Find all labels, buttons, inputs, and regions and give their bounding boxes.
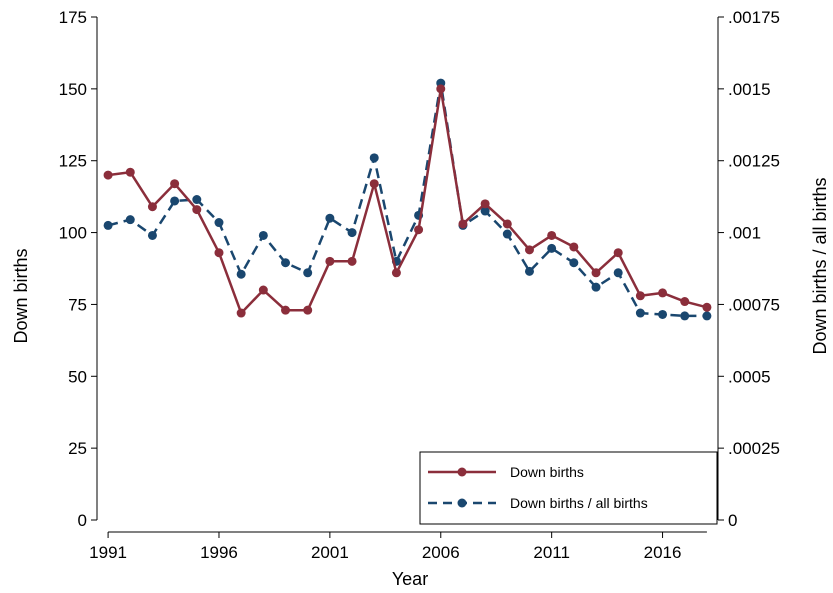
x-tick-label: 2016 [644, 543, 682, 562]
x-tick-label: 2006 [422, 543, 460, 562]
y-tick-label-left: 0 [78, 511, 87, 530]
y-tick-label-left: 125 [59, 152, 87, 171]
data-point-0 [391, 268, 401, 278]
data-point-0 [524, 245, 534, 255]
data-point-0 [281, 305, 291, 315]
y-tick-label-left: 175 [59, 8, 87, 27]
data-point-1 [147, 230, 157, 240]
x-tick-label: 2011 [533, 543, 570, 562]
data-point-0 [547, 230, 557, 240]
data-point-0 [436, 84, 446, 94]
y-tick-label-right: .00175 [728, 8, 780, 27]
legend-marker-down-births-ratio [457, 498, 467, 508]
data-point-1 [613, 268, 623, 278]
data-point-1 [125, 215, 135, 225]
data-point-0 [480, 199, 490, 209]
y-axis-title-left: Down births [11, 248, 31, 343]
x-tick-label: 1996 [200, 543, 238, 562]
x-tick-label: 2001 [311, 543, 349, 562]
data-point-0 [125, 167, 135, 177]
x-axis-title: Year [392, 569, 428, 589]
data-point-1 [369, 153, 379, 163]
y-tick-label-left: 25 [68, 439, 87, 458]
data-point-0 [236, 308, 246, 318]
legend-label-down-births-ratio: Down births / all births [510, 495, 648, 511]
data-point-0 [214, 248, 224, 258]
data-point-0 [347, 256, 357, 266]
data-point-0 [591, 268, 601, 278]
x-tick-label: 1991 [89, 543, 127, 562]
y-tick-label-left: 75 [68, 295, 87, 314]
y-tick-label-right: .0005 [728, 367, 771, 386]
y-tick-label-right: .00025 [728, 439, 780, 458]
data-point-1 [303, 268, 313, 278]
data-point-0 [414, 225, 424, 235]
data-point-0 [680, 297, 690, 307]
series-line-1 [107, 81, 707, 318]
data-point-1 [680, 311, 690, 321]
data-point-1 [214, 218, 224, 228]
data-point-1 [702, 311, 712, 321]
data-point-1 [658, 309, 668, 319]
y-tick-label-right: 0 [728, 511, 737, 530]
data-point-0 [258, 285, 268, 295]
data-point-0 [702, 302, 712, 312]
series-line-0 [107, 87, 708, 315]
data-point-0 [103, 170, 113, 180]
data-point-1 [635, 308, 645, 318]
data-point-1 [524, 266, 534, 276]
data-point-1 [547, 243, 557, 253]
data-point-0 [613, 248, 623, 258]
y-tick-label-left: 150 [59, 80, 87, 99]
data-point-0 [458, 219, 468, 229]
data-point-1 [569, 258, 579, 268]
data-point-1 [325, 213, 335, 223]
y-tick-label-right: .00075 [728, 295, 780, 314]
legend-label-down-births: Down births [510, 464, 584, 480]
data-point-0 [502, 219, 512, 229]
data-point-1 [103, 220, 113, 230]
data-point-0 [303, 305, 313, 315]
legend-marker-down-births [457, 467, 467, 477]
data-point-1 [258, 230, 268, 240]
data-point-0 [170, 179, 180, 189]
y-tick-label-left: 100 [59, 224, 87, 243]
axes: 0 25 50 75 100 125 150 175 0 .00025 .0005 .00075 .00… [59, 8, 780, 562]
data-point-0 [635, 291, 645, 301]
data-point-1 [480, 206, 490, 216]
y-tick-label-left: 50 [68, 367, 87, 386]
y-tick-label-right: .001 [728, 224, 761, 243]
data-point-1 [170, 196, 180, 206]
data-point-1 [347, 228, 357, 238]
y-axis-title-right: Down births / all births [810, 177, 830, 354]
data-point-0 [658, 288, 668, 298]
data-point-1 [281, 258, 291, 268]
data-point-1 [236, 269, 246, 279]
data-point-0 [569, 242, 579, 252]
data-point-0 [192, 205, 202, 215]
data-point-1 [502, 229, 512, 239]
data-point-1 [192, 195, 202, 205]
legend-box [419, 451, 718, 525]
y-tick-label-right: .00125 [728, 152, 780, 171]
data-point-0 [325, 256, 335, 266]
data-point-0 [369, 179, 379, 189]
data-point-0 [147, 202, 157, 212]
series-layer [103, 78, 712, 321]
legend: Down births Down births / all births [419, 451, 718, 525]
data-point-1 [591, 282, 601, 292]
y-tick-label-right: .0015 [728, 80, 771, 99]
